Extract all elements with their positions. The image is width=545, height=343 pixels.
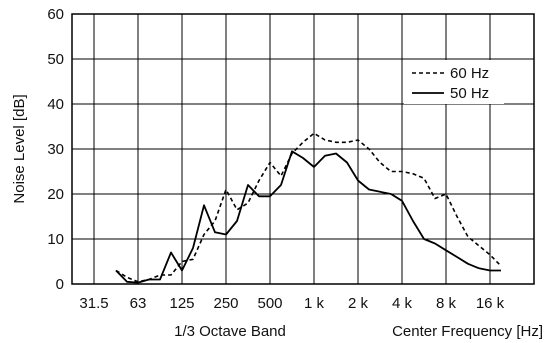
x-axis-label-frequency: Center Frequency [Hz]: [392, 323, 543, 340]
legend-label-50hz: 50 Hz: [450, 85, 489, 102]
y-axis-label: Noise Level [dB]: [11, 94, 28, 203]
x-tick-label: 125: [169, 295, 194, 312]
series-line-60hz: [115, 132, 502, 283]
y-tick-label: 0: [56, 276, 64, 293]
plot-frame: [71, 13, 535, 285]
x-tick-label: 4 k: [392, 295, 413, 312]
x-axis-label-band: 1/3 Octave Band: [174, 323, 286, 340]
y-tick-label: 20: [47, 186, 64, 203]
series-line-50hz: [115, 150, 501, 284]
x-tick-label: 250: [213, 295, 238, 312]
y-tick-label: 40: [47, 96, 64, 113]
x-tick-label: 8 k: [436, 295, 457, 312]
y-tick-label: 50: [47, 51, 64, 68]
x-tick-label: 500: [257, 295, 282, 312]
x-tick-label: 16 k: [476, 295, 505, 312]
series-group: [115, 132, 502, 284]
x-tick-label: 1 k: [304, 295, 325, 312]
legend-label-60hz: 60 Hz: [450, 65, 489, 82]
x-tick-label: 2 k: [348, 295, 369, 312]
y-tick-label: 30: [47, 141, 64, 158]
x-tick-label: 31.5: [79, 295, 108, 312]
legend-background: [404, 60, 504, 104]
y-tick-label: 60: [47, 6, 64, 23]
y-tick-labels: 0 10 20 30 40 50 60: [47, 6, 64, 293]
chart-grid: [72, 14, 534, 284]
y-tick-label: 10: [47, 231, 64, 248]
legend: 60 Hz 50 Hz: [404, 60, 504, 104]
x-tick-labels: 31.5 63 125 250 500 1 k 2 k 4 k 8 k 16 k: [79, 295, 504, 312]
x-tick-label: 63: [130, 295, 147, 312]
